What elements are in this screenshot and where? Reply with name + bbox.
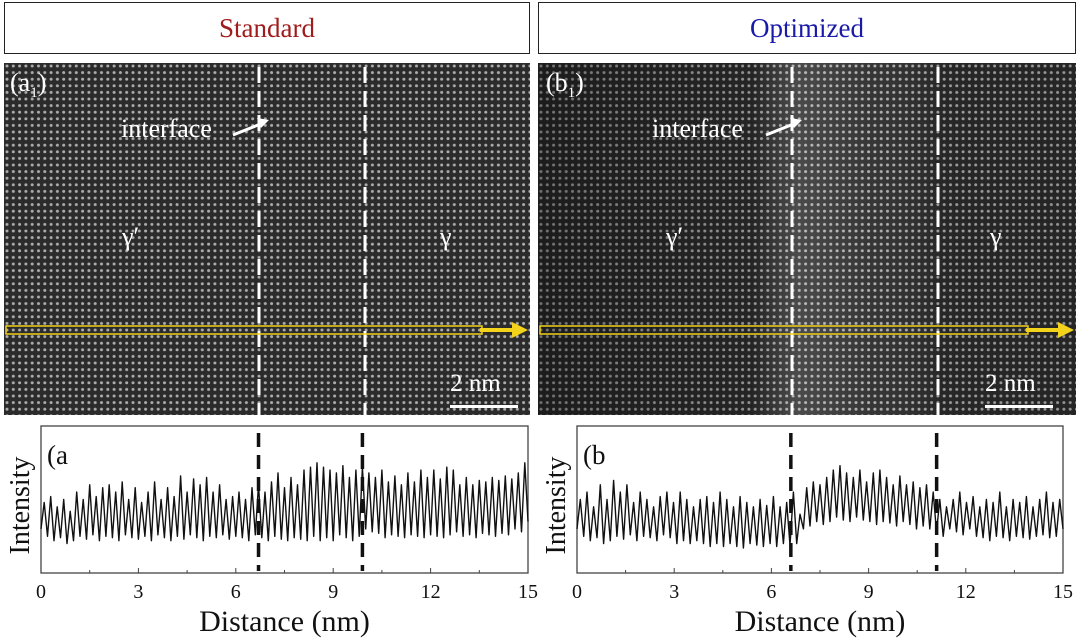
x-tick-label: 0	[572, 581, 582, 603]
x-tick-label: 9	[864, 581, 874, 603]
haadf-image-b1	[538, 63, 1076, 415]
x-axis-label: Distance (nm)	[735, 605, 906, 638]
x-tick-label: 3	[133, 581, 143, 603]
scale-bar-b1	[985, 405, 1053, 408]
gamma-prime-label-a1: γ′	[122, 222, 140, 251]
scale-bar-a1	[450, 405, 518, 408]
interface-arrow-head-icon	[790, 118, 802, 128]
interface-arrow-head-icon	[257, 118, 269, 128]
panel-label-a1: (a1)	[10, 68, 47, 102]
haadf-image-a1	[4, 63, 530, 415]
x-tick-label: 9	[328, 581, 338, 603]
plot-frame	[576, 425, 1064, 574]
x-tick-label: 6	[766, 581, 776, 603]
x-tick-label: 0	[36, 581, 46, 603]
x-tick-label: 15	[1053, 581, 1073, 603]
x-tick-label: 15	[518, 581, 538, 603]
x-tick-label: 6	[231, 581, 241, 603]
intensity-line	[40, 462, 529, 545]
interface-label-b1: interface	[652, 114, 743, 143]
header-standard-text: Standard	[219, 12, 315, 43]
gamma-label-b1: γ	[990, 222, 1002, 251]
panel-label: (a	[47, 440, 68, 470]
line-scan-arrow-icon	[1058, 322, 1074, 338]
gamma-prime-label-b1: γ′	[666, 222, 684, 251]
header-standard: Standard	[4, 2, 530, 54]
x-axis-label: Distance (nm)	[199, 605, 370, 638]
panel-label: (b	[583, 440, 606, 470]
x-tick-label: 3	[669, 581, 679, 603]
x-tick-label: 12	[421, 581, 441, 603]
scale-bar-label-b1: 2 nm	[985, 370, 1036, 397]
x-tick-label: 12	[956, 581, 976, 603]
gamma-label-a1: γ	[440, 222, 452, 251]
interface-label-a1: interface	[121, 114, 212, 143]
intensity-line	[576, 465, 1064, 549]
header-optimized: Optimized	[538, 2, 1076, 54]
y-axis-label: Intensity	[541, 457, 572, 555]
line-scan-arrow-icon	[512, 322, 528, 338]
interface-arrow	[765, 121, 797, 137]
y-axis-label: Intensity	[5, 457, 36, 555]
header-optimized-text: Optimized	[750, 12, 864, 43]
interface-arrow	[232, 121, 264, 137]
contrast-shading	[538, 63, 1076, 415]
panel-label-b1: (b1)	[546, 68, 584, 102]
scale-bar-label-a1: 2 nm	[450, 370, 501, 397]
